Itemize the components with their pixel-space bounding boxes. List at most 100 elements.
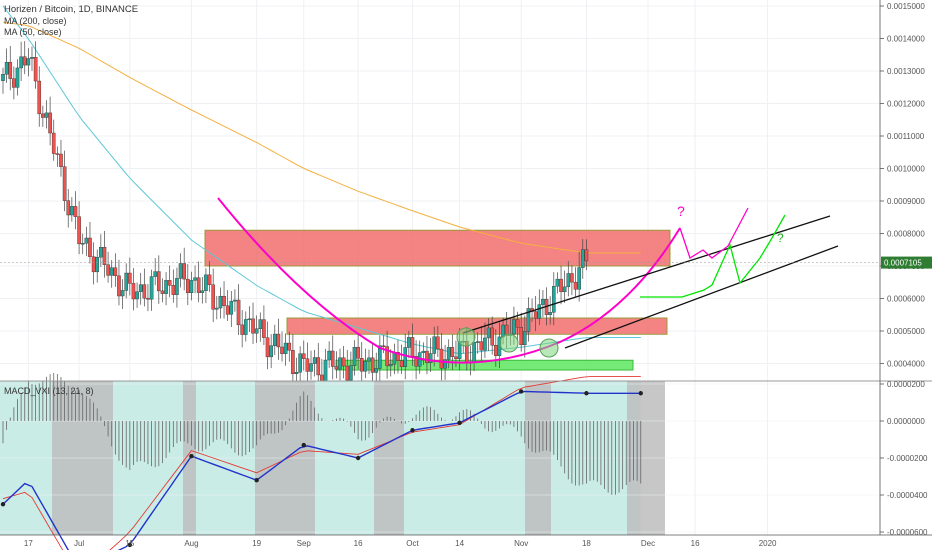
candle-body	[519, 327, 523, 346]
candle-body	[323, 359, 328, 382]
candle-body	[117, 275, 121, 297]
price-tick-label: 0.0012000	[887, 100, 925, 109]
indicator-tick-label: 0.0000200	[887, 380, 925, 389]
candle-body	[66, 200, 71, 216]
candle-body	[559, 278, 563, 293]
indicator-pane[interactable]	[0, 372, 643, 550]
candle-body	[312, 357, 317, 364]
ma200-line	[2, 21, 641, 254]
candle-body	[55, 153, 60, 155]
candle-body	[51, 132, 56, 154]
macd-cross-dot	[0, 502, 6, 507]
time-tick-label: 18	[582, 539, 591, 548]
candle-body	[359, 358, 364, 372]
candle-body	[99, 247, 103, 258]
candle-body	[153, 271, 157, 277]
zones	[204, 229, 671, 371]
time-tick-label: Aug	[184, 539, 198, 548]
candle-body	[15, 67, 20, 88]
candle-body	[454, 356, 458, 359]
candle-body	[222, 295, 226, 307]
price-tick-label: 0.0008000	[887, 230, 925, 239]
candle-body	[396, 351, 400, 361]
candle-body	[200, 290, 205, 293]
candle-body	[157, 271, 161, 292]
candle-body	[352, 347, 357, 366]
ma50-legend[interactable]: MA (50, close)	[4, 27, 62, 37]
candle-body	[305, 358, 310, 372]
candle-body	[512, 319, 516, 335]
macd-cross-dot	[254, 478, 259, 483]
candle-body	[316, 357, 321, 376]
candle-body	[182, 263, 186, 280]
macd-cross-dot	[638, 391, 643, 396]
time-tick-label: Dec	[641, 539, 655, 548]
candle-body	[106, 264, 110, 276]
macd-cross-dot	[457, 420, 462, 426]
candle-body	[410, 337, 415, 357]
candle-body	[258, 319, 263, 330]
candle-body	[428, 353, 433, 364]
candle-body	[164, 280, 168, 294]
candle-body	[22, 56, 27, 66]
candle-body	[291, 350, 295, 374]
candle-body	[475, 341, 480, 343]
candle-body	[526, 308, 531, 332]
projection-magenta	[679, 207, 749, 259]
time-tick-label: Oct	[406, 539, 419, 548]
candle-body	[146, 297, 150, 300]
candle-body	[1, 74, 5, 81]
candle-body	[551, 286, 556, 313]
candle-body	[436, 336, 440, 350]
candle-body	[171, 285, 176, 295]
price-tick-label: 0.0014000	[887, 35, 925, 44]
candle-body	[70, 206, 74, 216]
candle-body	[363, 360, 368, 372]
candle-body	[483, 337, 487, 351]
time-tick-label: 17	[24, 539, 33, 548]
candle-body	[186, 278, 190, 294]
macd-cross-dot	[410, 428, 415, 433]
ma200-legend[interactable]: MA (200, close)	[4, 16, 67, 26]
price-zone	[204, 229, 671, 267]
candle-body	[4, 61, 9, 75]
candle-body	[251, 318, 255, 334]
candle-body	[204, 274, 208, 291]
candle-body	[287, 342, 292, 351]
candle-body	[472, 342, 476, 363]
channel-top	[462, 215, 831, 334]
candle-body	[59, 153, 63, 167]
candle-body	[214, 307, 219, 310]
time-tick-label: 16	[691, 539, 700, 548]
highlight-circle	[539, 338, 559, 358]
candle-body	[356, 347, 360, 359]
candle-body	[490, 327, 494, 346]
candle-body	[175, 278, 179, 295]
candle-body	[378, 345, 382, 369]
candle-body	[385, 346, 389, 367]
time-tick-label: 2020	[759, 539, 777, 548]
candle-body	[128, 272, 132, 284]
candle-body	[88, 237, 92, 257]
macd-line	[2, 390, 641, 550]
indicator-tick-label: -0.0000400	[887, 491, 928, 500]
candle-body	[334, 366, 339, 370]
cup-curve	[217, 197, 681, 364]
indicator-legend[interactable]: MACD_VXI (13, 21, 8)	[4, 386, 94, 396]
candle-body	[345, 365, 350, 381]
candle-body	[73, 206, 78, 217]
time-tick-label: 15	[125, 539, 134, 548]
candle-body	[381, 345, 386, 347]
candle-body	[573, 281, 578, 290]
candle-body	[196, 277, 201, 293]
candle-body	[142, 284, 147, 299]
candle-body	[91, 256, 96, 273]
candle-body	[566, 273, 571, 288]
candle-body	[269, 345, 273, 358]
price-tick-label: 0.0011000	[887, 132, 925, 141]
candle-body	[138, 284, 143, 292]
candle-body	[262, 319, 266, 338]
candle-body	[341, 357, 346, 367]
